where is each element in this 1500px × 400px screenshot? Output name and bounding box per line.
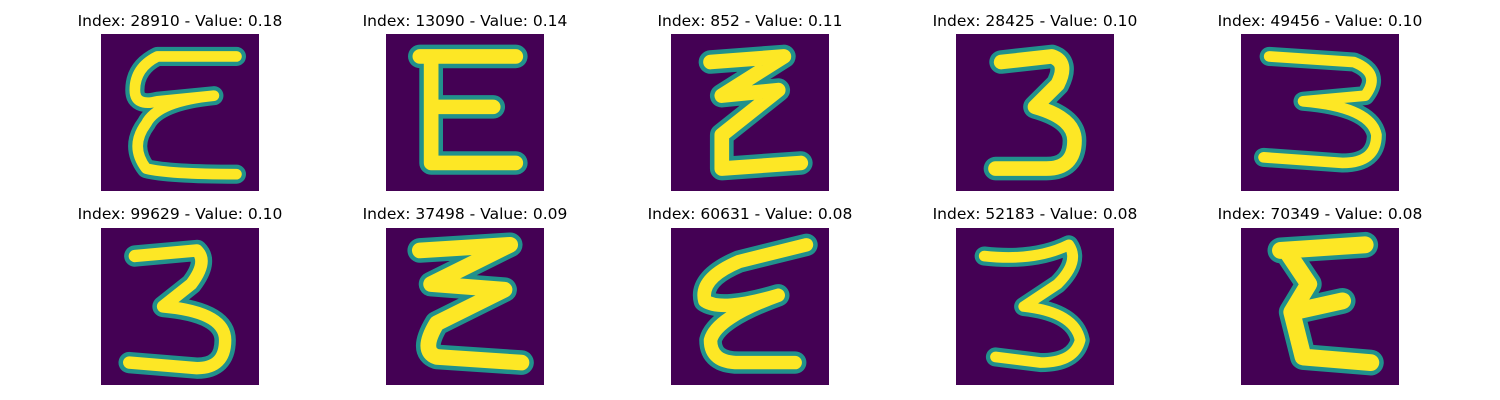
glyph-z-zigzag <box>407 232 534 375</box>
sample-title: Index: 99629 - Value: 0.10 <box>77 205 283 223</box>
sample-image <box>1241 228 1399 385</box>
sample-image <box>386 34 544 191</box>
sample-title: Index: 13090 - Value: 0.14 <box>362 12 568 30</box>
sample-image <box>956 34 1114 191</box>
sample-title: Index: 37498 - Value: 0.09 <box>362 205 568 223</box>
sample-image <box>956 228 1114 385</box>
sample-image <box>101 228 259 385</box>
sample-title: Index: 52183 - Value: 0.08 <box>932 205 1138 223</box>
sample-card: Index: 13090 - Value: 0.14 <box>323 10 607 200</box>
sample-image <box>101 34 259 191</box>
sample-card: Index: 28425 - Value: 0.10 <box>893 10 1177 200</box>
sample-title: Index: 28910 - Value: 0.18 <box>77 12 283 30</box>
glyph-e-boxy <box>408 44 528 175</box>
sample-title: Index: 60631 - Value: 0.08 <box>647 205 853 223</box>
sample-title: Index: 49456 - Value: 0.10 <box>1217 12 1423 30</box>
glyph-digit-3 <box>974 235 1090 373</box>
glyph-e-slanted <box>692 233 818 374</box>
sample-title: Index: 28425 - Value: 0.10 <box>932 12 1138 30</box>
sample-card: Index: 28910 - Value: 0.18 <box>38 10 322 200</box>
glyph-z-zigzag <box>698 44 813 181</box>
sample-card: Index: 99629 - Value: 0.10 <box>38 203 322 393</box>
sample-card: Index: 852 - Value: 0.11 <box>608 10 892 200</box>
sample-card: Index: 52183 - Value: 0.08 <box>893 203 1177 393</box>
glyph-digit-3-wide <box>1253 46 1387 173</box>
glyph-digit-3 <box>983 44 1087 181</box>
sample-image <box>671 34 829 191</box>
sample-card: Index: 60631 - Value: 0.08 <box>608 203 892 393</box>
sample-image <box>1241 34 1399 191</box>
glyph-e-curly <box>125 46 247 184</box>
sample-card: Index: 49456 - Value: 0.10 <box>1178 10 1462 200</box>
glyph-e-boxy <box>1267 231 1384 376</box>
sample-image <box>386 228 544 385</box>
sample-card: Index: 37498 - Value: 0.09 <box>323 203 607 393</box>
sample-title: Index: 852 - Value: 0.11 <box>657 12 843 30</box>
sample-card: Index: 70349 - Value: 0.08 <box>1178 203 1462 393</box>
sample-title: Index: 70349 - Value: 0.08 <box>1217 205 1423 223</box>
glyph-digit-3 <box>118 239 236 379</box>
sample-image <box>671 228 829 385</box>
